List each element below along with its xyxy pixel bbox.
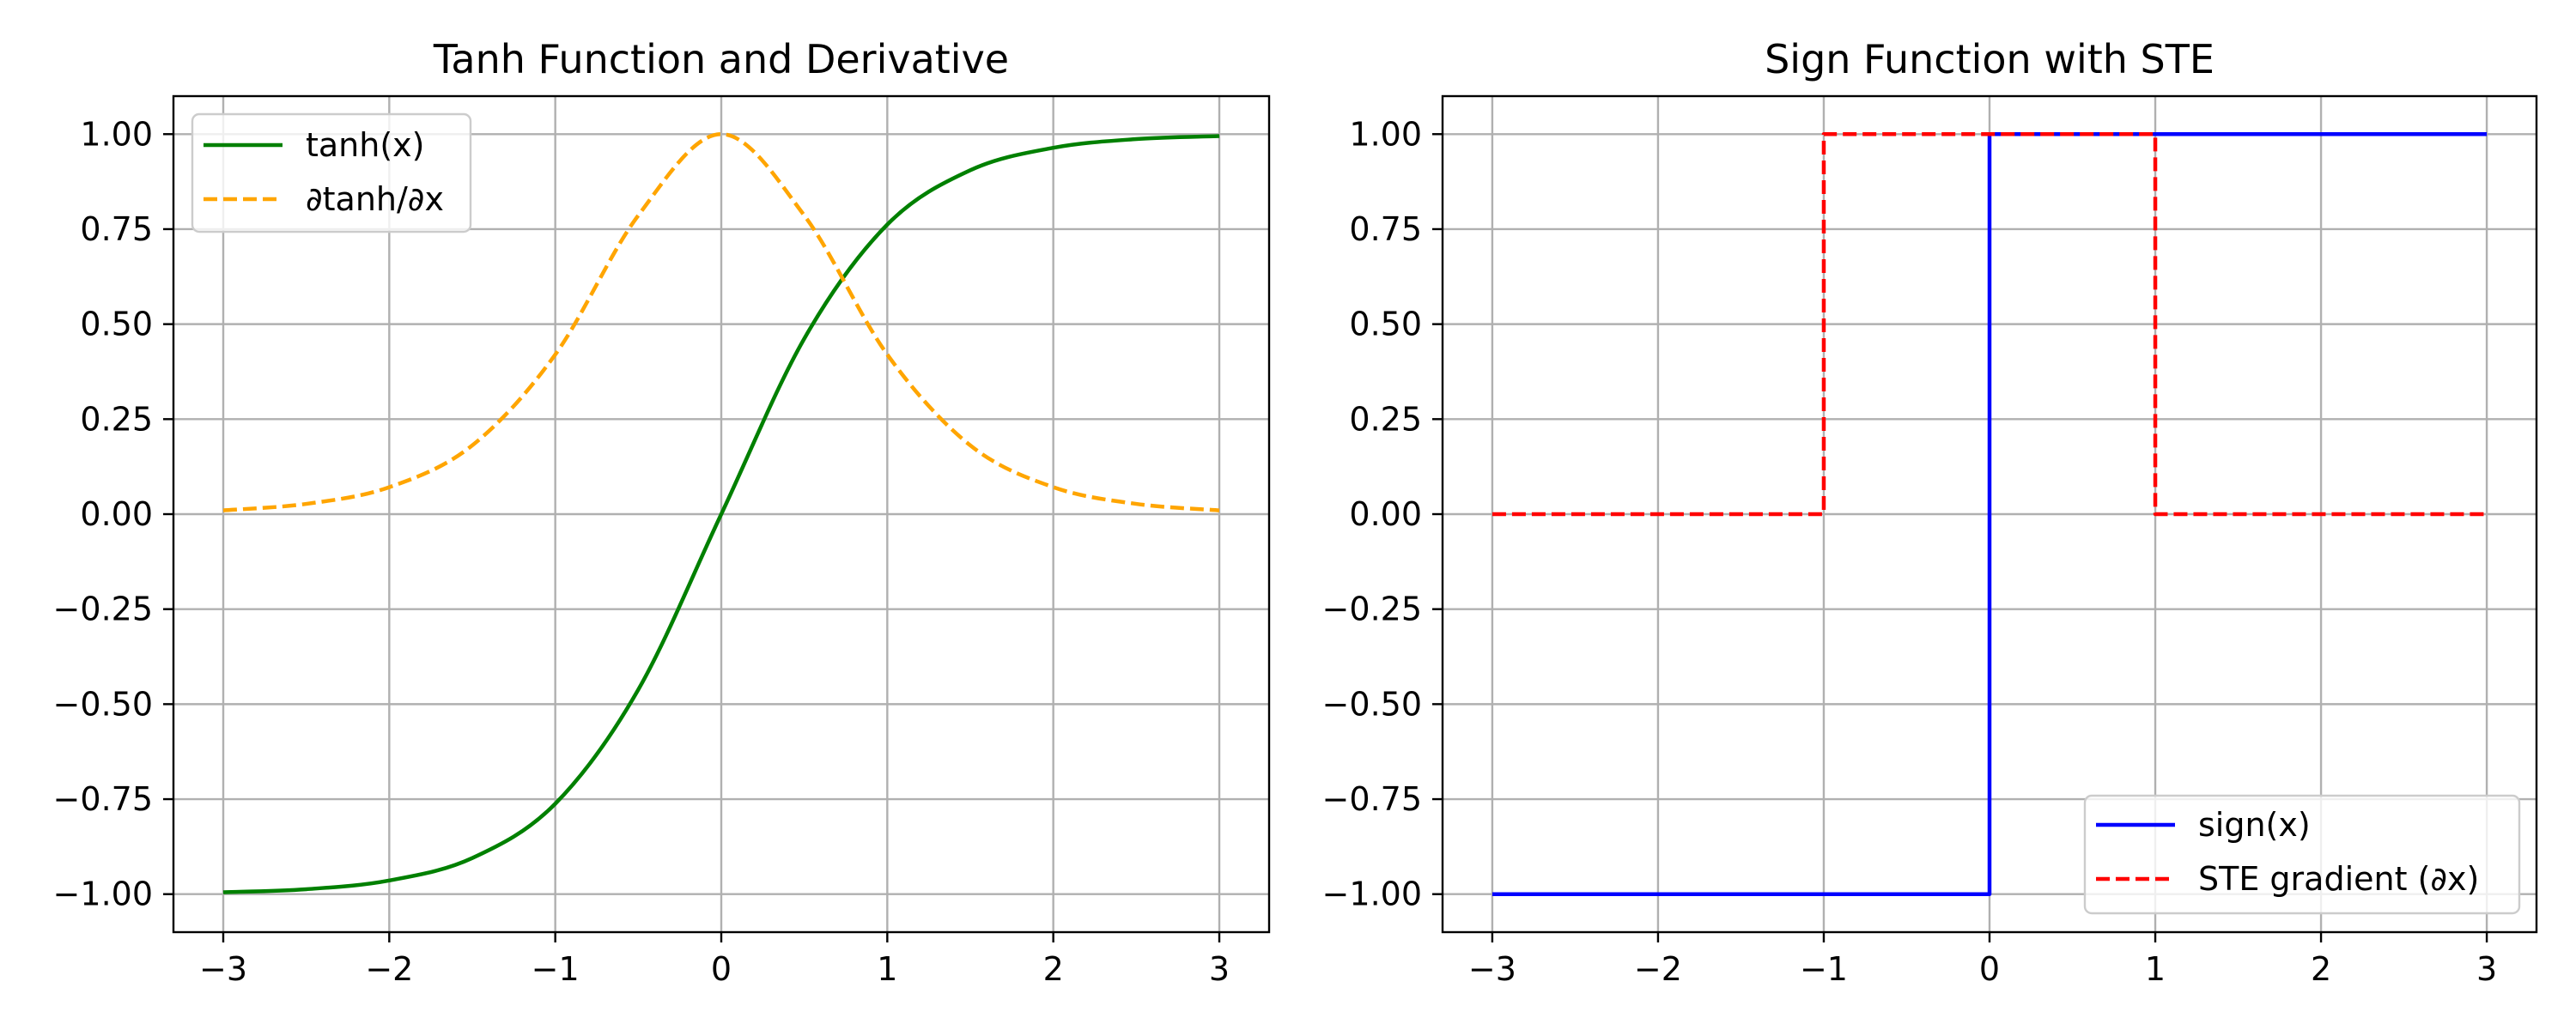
legend-label-tanh: tanh(x) bbox=[306, 126, 425, 164]
y-tick-label: 1.00 bbox=[1349, 115, 1422, 153]
sign-ste-chart: Sign Function with STE −3 −2 −1 0 1 2 3 1.00 0.7… bbox=[1322, 36, 2538, 988]
series-line-0 bbox=[1492, 132, 2488, 896]
grid bbox=[173, 96, 1269, 932]
y-tick-label: −1.00 bbox=[53, 876, 153, 913]
x-tick-label: 1 bbox=[877, 950, 897, 988]
legend-box bbox=[2083, 794, 2521, 915]
y-tick-label: −0.75 bbox=[1322, 780, 1422, 818]
y-tick-label: 0.00 bbox=[80, 495, 153, 533]
y-tick-label: 0.75 bbox=[1349, 210, 1422, 248]
ticks: −3 −2 −1 0 1 2 3 1.00 0.75 0.50 0.25 0.00 −0.25 −0.50… bbox=[1322, 115, 2498, 988]
series-layer bbox=[1492, 132, 2488, 896]
x-tick-label: −1 bbox=[1800, 950, 1848, 988]
x-tick-label: 3 bbox=[2476, 950, 2497, 988]
y-tick-label: 0.25 bbox=[1349, 400, 1422, 438]
y-tick-label: −0.25 bbox=[53, 591, 153, 628]
x-tick-label: 1 bbox=[2145, 950, 2166, 988]
y-tick-label: 0.50 bbox=[80, 306, 153, 343]
x-tick-label: −2 bbox=[1634, 950, 1682, 988]
y-tick-label: −1.00 bbox=[1322, 876, 1422, 913]
x-tick-label: −2 bbox=[365, 950, 413, 988]
ticks: −3 −2 −1 0 1 2 3 1.00 0.75 0.50 0.25 0.00 −0.25 −0.50… bbox=[53, 115, 1230, 988]
y-tick-label: −0.50 bbox=[1322, 685, 1422, 723]
y-tick-label: −0.75 bbox=[53, 780, 153, 818]
x-tick-label: 2 bbox=[1043, 950, 1064, 988]
x-tick-label: 0 bbox=[1979, 950, 2000, 988]
chart-title: Tanh Function and Derivative bbox=[433, 36, 1009, 82]
x-tick-label: 0 bbox=[711, 950, 732, 988]
series-line-1 bbox=[222, 132, 1220, 512]
series-layer bbox=[222, 132, 1220, 894]
x-tick-label: −1 bbox=[532, 950, 580, 988]
series-line-1 bbox=[1492, 132, 2488, 517]
y-tick-label: 0.50 bbox=[1349, 306, 1422, 343]
x-tick-label: −3 bbox=[1468, 950, 1516, 988]
series-line-0 bbox=[222, 134, 1220, 894]
tanh-chart: Tanh Function and Derivative −3 −2 −1 0 1 2 3 1… bbox=[53, 36, 1271, 988]
legend-label-ste-gradient: STE gradient (∂x) bbox=[2198, 860, 2479, 898]
legend-label-sign: sign(x) bbox=[2198, 806, 2311, 844]
legend-label-derivative: ∂tanh/∂x bbox=[306, 180, 444, 218]
legend: sign(x) STE gradient (∂x) bbox=[2083, 794, 2521, 915]
y-tick-label: −0.50 bbox=[53, 685, 153, 723]
y-tick-label: 0.25 bbox=[80, 400, 153, 438]
y-tick-label: 0.75 bbox=[80, 210, 153, 248]
y-tick-label: 1.00 bbox=[80, 115, 153, 153]
x-tick-label: 2 bbox=[2311, 950, 2331, 988]
legend: tanh(x) ∂tanh/∂x bbox=[191, 112, 472, 233]
chart-title: Sign Function with STE bbox=[1765, 36, 2215, 82]
x-tick-label: −3 bbox=[199, 950, 247, 988]
y-tick-label: 0.00 bbox=[1349, 495, 1422, 533]
y-tick-label: −0.25 bbox=[1322, 591, 1422, 628]
x-tick-label: 3 bbox=[1209, 950, 1230, 988]
